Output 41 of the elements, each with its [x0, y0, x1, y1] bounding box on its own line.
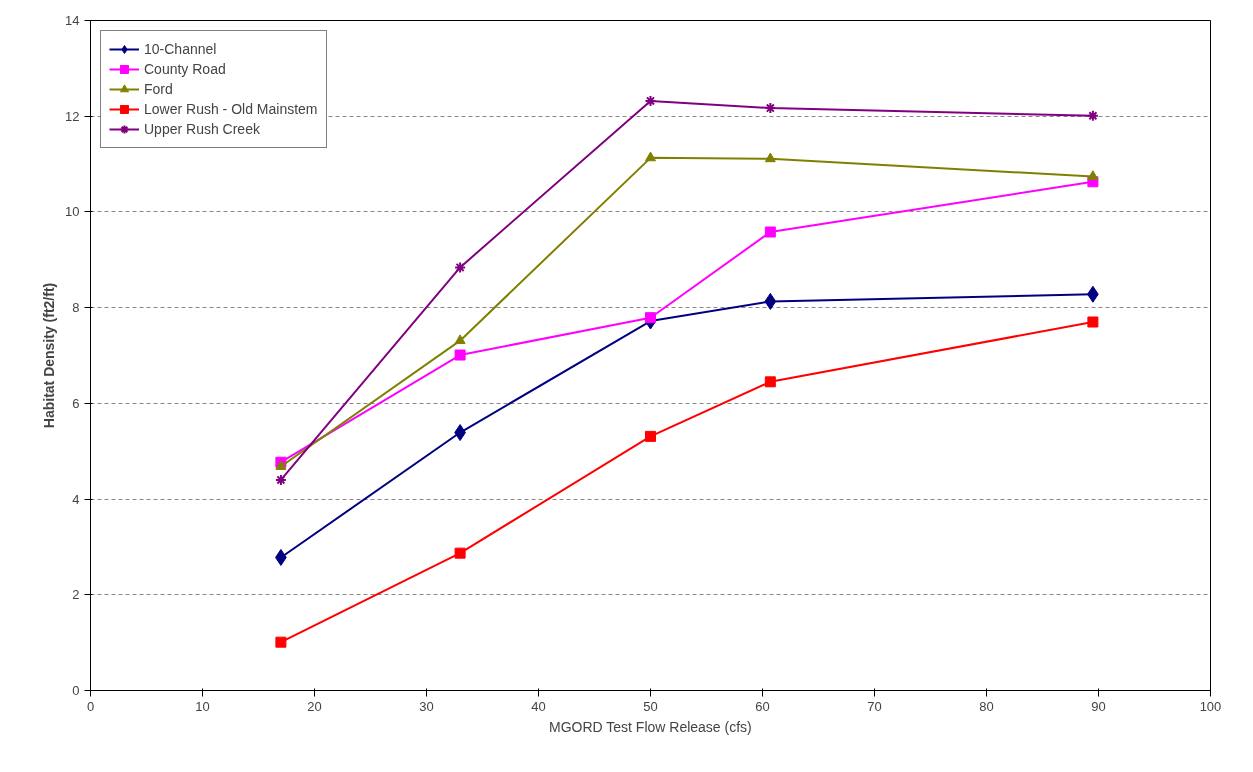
point: [454, 349, 466, 361]
y-tick-label: 12: [65, 108, 80, 124]
y-tick-label: 8: [72, 300, 80, 316]
legend-label: Upper Rush Creek: [144, 121, 260, 137]
x-tick-label: 40: [531, 698, 546, 714]
y-tick-label: 6: [72, 395, 80, 411]
point: [645, 151, 656, 162]
x-tick-label: 50: [643, 698, 658, 714]
x-tick-label: 60: [755, 698, 770, 714]
x-tick-label: 90: [1091, 698, 1106, 714]
y-tick-label: 14: [65, 13, 80, 28]
y-tick-label: 4: [72, 491, 80, 507]
point: [275, 460, 287, 470]
x-tick-label: 0: [86, 698, 95, 714]
point: [764, 226, 776, 238]
x-tick-label: 10: [195, 698, 210, 714]
point: [645, 430, 656, 442]
point: [454, 334, 466, 345]
legend-label: Ford: [144, 81, 173, 97]
x-axis-title: MGORD Test Flow Release (cfs): [548, 718, 752, 735]
point: [454, 547, 466, 559]
x-tick-label: 80: [979, 698, 994, 714]
x-tick-label: 30: [419, 698, 434, 714]
y-tick-label: 10: [65, 204, 80, 220]
y-tick-label: 0: [72, 683, 80, 698]
point: [1087, 316, 1099, 328]
y-axis-title: Habitat Density (ft2/ft): [41, 282, 58, 429]
point: [645, 312, 656, 324]
point: [764, 152, 776, 163]
legend-label: Lower Rush - Old Mainstem: [144, 101, 318, 117]
point: [275, 636, 287, 648]
legend-label: County Road: [144, 61, 226, 77]
point: [454, 261, 467, 274]
point: [1087, 170, 1099, 180]
x-tick-label: 20: [307, 698, 322, 714]
y-tick-label: 2: [72, 587, 80, 603]
x-tick-label: 100: [1199, 698, 1222, 714]
legend-label: 10-Channel: [144, 41, 217, 57]
point: [764, 376, 776, 388]
point: [764, 292, 777, 310]
x-tick-label: 70: [867, 698, 882, 714]
